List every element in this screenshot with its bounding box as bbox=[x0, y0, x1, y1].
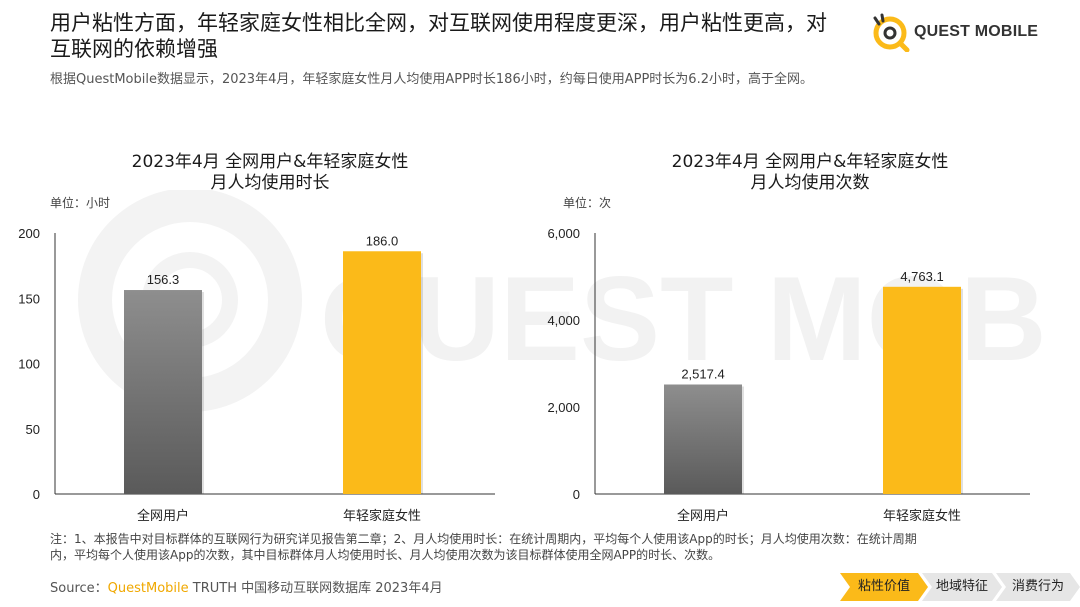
bar-shadow bbox=[666, 386, 744, 494]
chart2-title: 2023年4月 全网用户&年轻家庭女性 月人均使用次数 bbox=[600, 152, 1020, 194]
x-category-label: 全网用户 bbox=[137, 508, 189, 524]
bar-shadow bbox=[885, 288, 963, 494]
bar-all-users bbox=[124, 290, 202, 494]
watermark: QUEST MOBILE bbox=[78, 190, 1050, 412]
page-title: 用户粘性方面，年轻家庭女性相比全网，对互联网使用程度更深，用户粘性更高，对互联网… bbox=[50, 11, 827, 61]
y-tick-label: 200 bbox=[18, 226, 40, 241]
source-prefix: Source： bbox=[50, 581, 108, 596]
bar-value-label: 2,517.4 bbox=[681, 366, 724, 381]
y-tick-label: 2,000 bbox=[547, 400, 580, 415]
y-tick-label: 0 bbox=[573, 487, 580, 502]
x-category-label: 年轻家庭女性 bbox=[343, 508, 421, 524]
y-tick-label: 150 bbox=[18, 291, 40, 306]
logo-icon bbox=[873, 13, 910, 52]
bar-all-users bbox=[664, 384, 742, 494]
x-category-label: 全网用户 bbox=[677, 508, 729, 524]
chart1-title-line1: 2023年4月 全网用户&年轻家庭女性 bbox=[131, 152, 409, 172]
nav-tab-bg bbox=[996, 573, 1080, 601]
chart1-title: 2023年4月 全网用户&年轻家庭女性 月人均使用时长 bbox=[60, 152, 480, 194]
source-brand: QuestMobile bbox=[107, 581, 189, 596]
bar-value-label: 156.3 bbox=[147, 272, 180, 287]
nav-tab-bg bbox=[922, 573, 1002, 601]
nav-tab-label: 地域特征 bbox=[935, 579, 988, 594]
footnote-line1: 注：1、本报告中对目标群体的互联网行为研究详见报告第二章；2、月人均使用时长：在… bbox=[50, 532, 917, 546]
chart2-title-line2: 月人均使用次数 bbox=[750, 173, 870, 193]
nav-tab-label: 消费行为 bbox=[1011, 579, 1064, 594]
chart1-unit: 单位：小时 bbox=[50, 196, 111, 210]
source-line: Source：QuestMobile TRUTH 中国移动互联网数据库 2023… bbox=[50, 577, 443, 596]
bar-shadow bbox=[126, 292, 204, 494]
nav-tab-bg bbox=[840, 573, 928, 601]
bar-value-label: 186.0 bbox=[366, 233, 399, 248]
y-tick-label: 50 bbox=[26, 422, 40, 437]
chart2-title-line1: 2023年4月 全网用户&年轻家庭女性 bbox=[671, 152, 949, 172]
bar-young-family-women bbox=[883, 286, 961, 494]
page-subtitle: 根据QuestMobile数据显示，2023年4月，年轻家庭女性月人均使用APP… bbox=[50, 72, 813, 87]
nav-tab-label: 粘性价值 bbox=[857, 579, 910, 594]
quest-mobile-logo: QUEST MOBILE bbox=[870, 10, 1040, 54]
chart1-title-line2: 月人均使用时长 bbox=[210, 173, 330, 193]
nav-tab-region[interactable]: 地域特征 bbox=[922, 573, 1002, 601]
source-rest: TRUTH 中国移动互联网数据库 2023年4月 bbox=[188, 581, 443, 596]
nav-tab-consumption[interactable]: 消费行为 bbox=[996, 573, 1080, 601]
bar-shadow bbox=[345, 253, 423, 494]
y-tick-label: 6,000 bbox=[547, 226, 580, 241]
nav-tab-stickiness[interactable]: 粘性价值 bbox=[840, 573, 928, 601]
section-nav: 粘性价值 地域特征 消费行为 bbox=[840, 573, 1080, 601]
chart2-unit: 单位：次 bbox=[563, 196, 612, 210]
watermark-text: QUEST MOBILE bbox=[320, 252, 1050, 386]
y-tick-label: 0 bbox=[33, 487, 40, 502]
footnote-line2: 内，平均每个人使用该App的次数，其中目标群体月人均使用时长、月人均使用次数为该… bbox=[50, 548, 721, 562]
bar-young-family-women bbox=[343, 251, 421, 494]
y-tick-label: 100 bbox=[18, 357, 40, 372]
logo-text: QUEST MOBILE bbox=[914, 23, 1039, 40]
y-tick-label: 4,000 bbox=[547, 313, 580, 328]
bar-value-label: 4,763.1 bbox=[900, 269, 943, 284]
footnotes: 注：1、本报告中对目标群体的互联网行为研究详见报告第二章；2、月人均使用时长：在… bbox=[50, 531, 1030, 563]
x-category-label: 年轻家庭女性 bbox=[883, 508, 961, 524]
